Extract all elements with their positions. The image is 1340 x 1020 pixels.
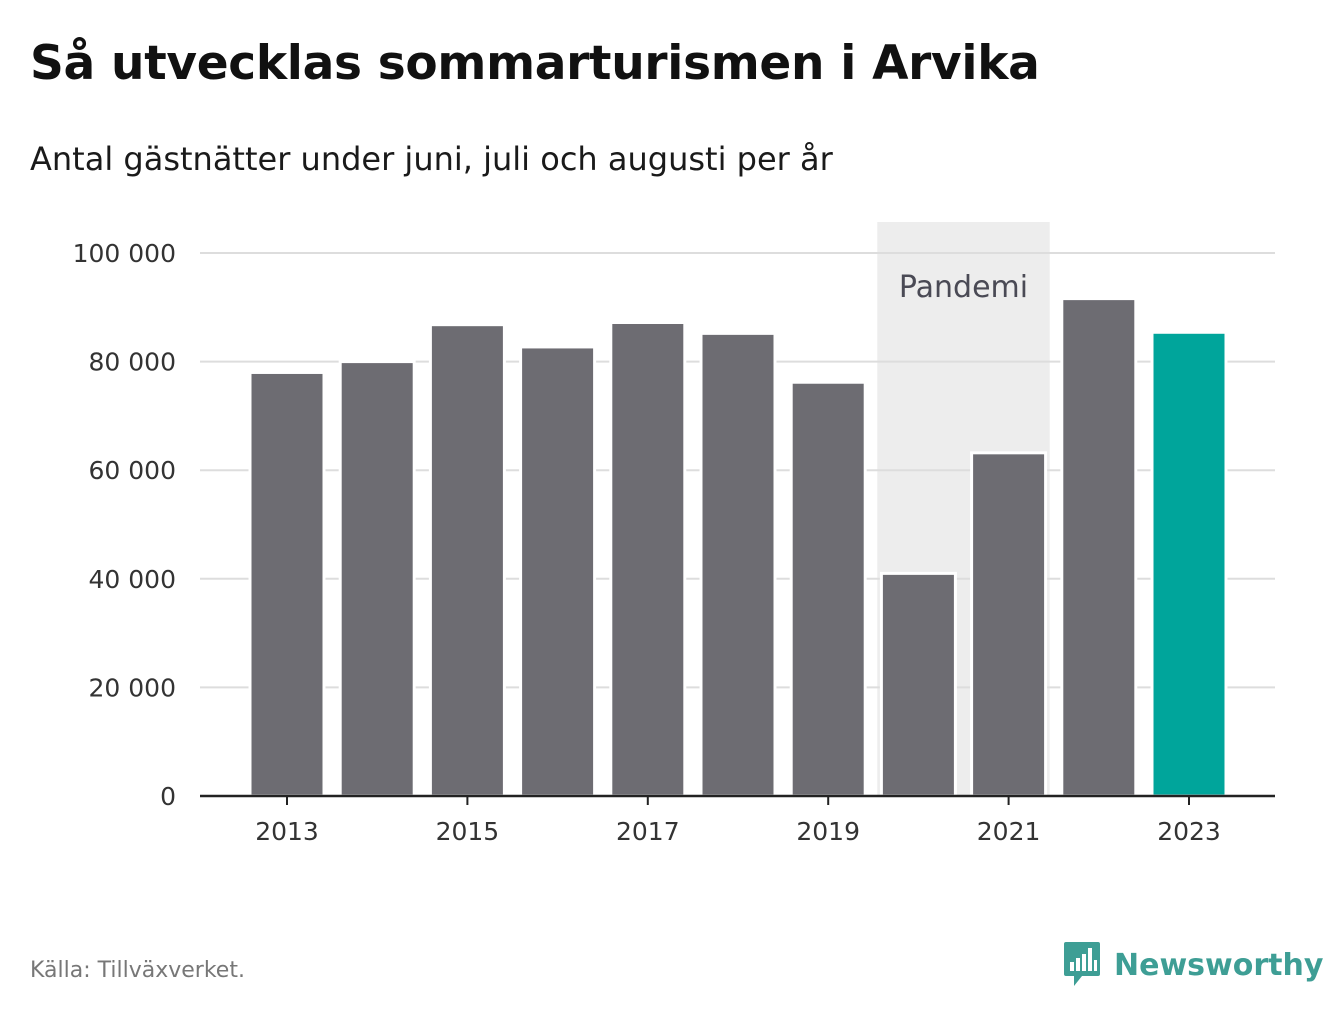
x-tick-label: 2019 [796, 817, 860, 846]
x-tick-label: 2015 [436, 817, 500, 846]
x-tick-label: 2017 [616, 817, 680, 846]
bar-2017 [609, 321, 687, 798]
x-tick-labels: 2013 2015 2017 2019 2021 2023 [255, 817, 1221, 846]
chart-subtitle: Antal gästnätter under juni, juli och au… [30, 140, 833, 178]
x-tick-label: 2021 [977, 817, 1041, 846]
y-tick-label: 0 [160, 782, 176, 811]
bar-2018 [699, 331, 777, 798]
x-axis [200, 794, 1275, 805]
bar-2023 [1150, 330, 1228, 798]
bars [248, 297, 1228, 798]
bar-2014 [338, 360, 416, 798]
y-tick-label: 40 000 [89, 565, 176, 594]
bar-2022 [1060, 297, 1138, 798]
bar-2020 [879, 571, 957, 798]
y-tick-label: 80 000 [89, 348, 176, 377]
pandemic-band-label: Pandemi [899, 270, 1028, 305]
source-note: Källa: Tillväxverket. [30, 958, 245, 983]
y-tick-label: 60 000 [89, 456, 176, 485]
bar-2015 [428, 323, 506, 798]
bar-2016 [519, 345, 597, 798]
y-tick-labels: 0 20 000 40 000 60 000 80 000 100 000 [73, 239, 176, 811]
newsworthy-chart-icon [1064, 942, 1100, 986]
x-tick-label: 2013 [255, 817, 319, 846]
y-tick-label: 100 000 [73, 239, 176, 268]
bar-2021 [970, 451, 1048, 798]
bar-2019 [789, 380, 867, 798]
chart-title: Så utvecklas sommarturismen i Arvika [30, 36, 1040, 91]
bar-2013 [248, 370, 326, 798]
y-tick-label: 20 000 [89, 673, 176, 702]
x-tick-label: 2023 [1157, 817, 1221, 846]
brand-name: Newsworthy [1114, 947, 1324, 983]
brand-logo: Newsworthy [1062, 940, 1323, 990]
